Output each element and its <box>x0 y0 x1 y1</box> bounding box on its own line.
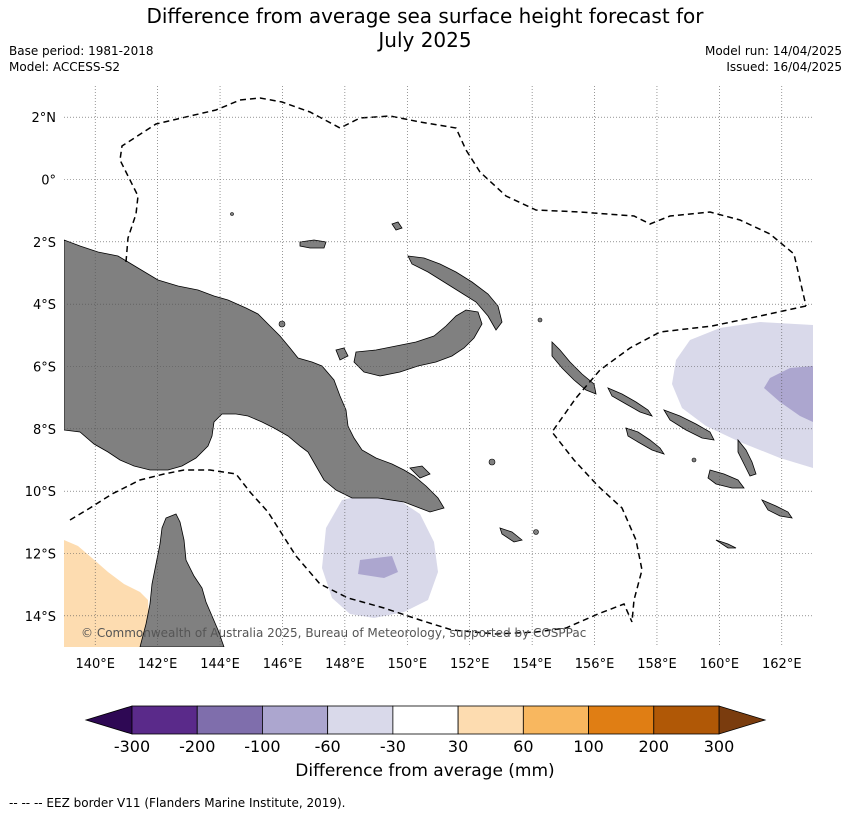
latitude-labels: 2°N 0° 2°S 4°S 6°S 8°S 10°S 12°S 14°S <box>25 111 56 625</box>
colorbar-segment <box>522 705 589 735</box>
colorbar-segment <box>131 705 198 735</box>
anomaly-negative-60-100-solomon-sea <box>358 556 398 578</box>
lat-tick-label: 8°S <box>33 423 56 438</box>
gridlines <box>64 86 813 647</box>
land-islet-2 <box>488 458 496 466</box>
colorbar-tick-label: 300 <box>704 737 735 756</box>
lon-tick-label: 140°E <box>75 657 115 672</box>
land-guadalcanal <box>707 469 745 489</box>
lon-tick-label: 150°E <box>388 657 428 672</box>
anomaly-negative-60-100-east <box>764 366 813 422</box>
land-new-britain <box>353 309 483 377</box>
lon-tick-label: 162°E <box>762 657 802 672</box>
colorbar-segment <box>392 705 459 735</box>
colorbar-tick-label: -60 <box>315 737 341 756</box>
title-line-1: Difference from average sea surface heig… <box>146 4 704 28</box>
lon-tick-label: 146°E <box>263 657 303 672</box>
lon-tick-label: 154°E <box>512 657 552 672</box>
base-period: Base period: 1981-2018 <box>9 44 154 58</box>
lon-tick-label: 158°E <box>637 657 677 672</box>
land-malaita <box>737 438 757 477</box>
anomaly-positive-30-60 <box>64 540 150 647</box>
land-manus <box>299 239 327 249</box>
colorbar-segment <box>588 705 655 735</box>
chart-title: Difference from average sea surface heig… <box>0 4 850 52</box>
land-choiseul <box>607 387 653 417</box>
colorbar-segment <box>653 705 720 735</box>
lat-tick-label: 6°S <box>33 361 56 376</box>
lat-tick-label: 4°S <box>33 298 56 313</box>
lon-tick-label: 142°E <box>138 657 178 672</box>
colorbar-label: Difference from average (mm) <box>295 761 555 781</box>
land-louisiade <box>499 527 523 543</box>
land-new-guinea <box>64 239 445 513</box>
colorbar-segment <box>327 705 394 735</box>
lat-tick-label: 2°N <box>32 111 57 126</box>
colorbar-tick-label: -300 <box>114 737 150 756</box>
land-bougainville <box>551 341 597 395</box>
colorbar-tick-label: -100 <box>244 737 280 756</box>
anomaly-negative-30-60-solomon-sea <box>322 494 438 618</box>
land-cape-york <box>139 513 225 647</box>
land-new-hanover <box>391 221 403 231</box>
eez-border-solomon <box>551 305 807 623</box>
land-islet-5 <box>537 317 543 323</box>
colorbar-tick-label: 30 <box>448 737 468 756</box>
land-islet-1 <box>278 320 286 328</box>
colorbar-segment <box>457 705 524 735</box>
eez-footnote: -- -- -- EEZ border V11 (Flanders Marine… <box>9 796 346 810</box>
colorbar-tick-label: -30 <box>380 737 406 756</box>
land-islet-6 <box>230 212 234 216</box>
lon-tick-label: 152°E <box>450 657 490 672</box>
colorbar-tick-label: 100 <box>573 737 604 756</box>
model-run: Model run: 14/04/2025 <box>704 44 842 58</box>
land-makira <box>761 499 793 519</box>
lat-tick-label: 0° <box>41 174 56 189</box>
anomaly-negative-30-60-east <box>672 322 813 468</box>
colorbar-over-arrow <box>718 705 767 735</box>
colorbar-under-arrow <box>84 705 133 735</box>
issued-date: Issued: 16/04/2025 <box>726 60 842 74</box>
lon-tick-label: 160°E <box>700 657 740 672</box>
map-area: © Commonwealth of Australia 2025, Bureau… <box>64 86 813 647</box>
copyright-text: © Commonwealth of Australia 2025, Bureau… <box>81 626 586 640</box>
model-name: Model: ACCESS-S2 <box>9 60 121 74</box>
lat-tick-label: 2°S <box>33 236 56 251</box>
meta-left: Base period: 1981-2018 Model: ACCESS-S2 <box>9 43 154 75</box>
land-islet-4 <box>691 457 697 463</box>
land-dentrecasteaux <box>409 465 431 479</box>
land-new-georgia <box>625 427 665 455</box>
lon-tick-label: 156°E <box>575 657 615 672</box>
lon-tick-label: 148°E <box>325 657 365 672</box>
land-islet-3 <box>533 529 539 535</box>
lon-tick-label: 144°E <box>200 657 240 672</box>
land-santa-cruz <box>715 539 737 549</box>
colorbar-segment <box>196 705 263 735</box>
lat-tick-label: 14°S <box>25 610 56 625</box>
eez-border-png <box>69 469 633 635</box>
colorbar-segment <box>262 705 329 735</box>
colorbar-tick-label: 60 <box>513 737 533 756</box>
longitude-labels: 140°E 142°E 144°E 146°E 148°E 150°E 152°E 154°E… <box>75 657 801 672</box>
colorbar-tick-label: -200 <box>179 737 215 756</box>
colorbar: -300 -200 -100 -60 -30 30 60 100 200 300 <box>84 705 767 756</box>
meta-right: Model run: 14/04/2025 Issued: 16/04/2025 <box>705 43 842 75</box>
land-new-ireland <box>407 255 503 331</box>
eez-border-png-north <box>119 97 807 307</box>
colorbar-tick-label: 200 <box>639 737 670 756</box>
lat-tick-label: 12°S <box>25 548 56 563</box>
title-line-2: July 2025 <box>378 28 472 52</box>
land-santa-isabel <box>663 409 715 441</box>
lat-tick-label: 10°S <box>25 485 56 500</box>
